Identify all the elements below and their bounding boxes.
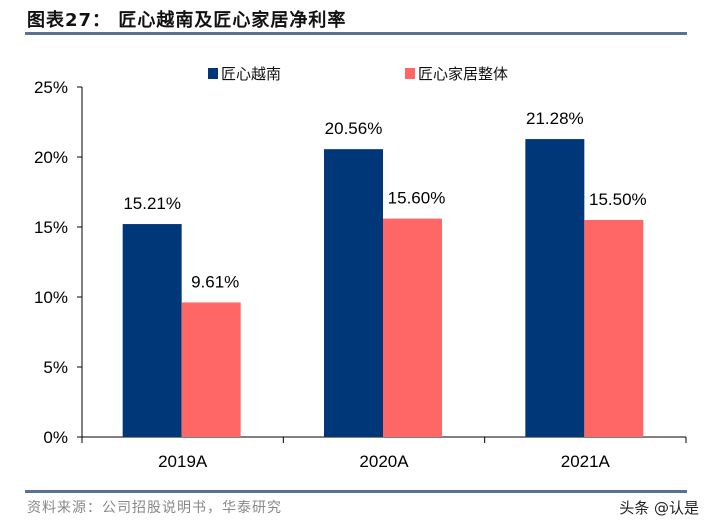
source-note: 资料来源：公司招股说明书，华泰研究 [27,500,282,516]
data-label: 20.56% [325,119,383,138]
data-label: 21.28% [526,109,584,128]
bar-yuenan [525,139,585,437]
title-rule [25,32,687,35]
legend-swatch [405,68,415,79]
data-label: 15.21% [123,194,181,213]
y-tick-label: 0% [43,428,68,447]
y-tick-label: 15% [34,218,68,237]
source-rule [25,490,687,493]
legend-label: 匠心越南 [221,66,281,83]
legend-label: 匠心家居整体 [418,66,508,83]
data-label: 15.60% [388,189,446,208]
y-tick-label: 5% [43,358,68,377]
bar-yuenan [122,224,182,437]
x-tick-label: 2021A [561,452,611,471]
y-tick-label: 10% [34,288,68,307]
watermark: 头条 @认是 [619,499,699,517]
bar-yuenan [324,149,383,437]
y-tick-label: 25% [34,78,68,97]
x-tick-label: 2020A [359,452,409,471]
y-tick-label: 20% [34,148,68,167]
bar-jiaju [584,220,644,437]
x-tick-label: 2019A [158,452,208,471]
data-label: 9.61% [191,272,239,291]
legend-swatch [208,68,218,79]
data-label: 15.50% [589,190,647,209]
bar-jiaju [383,218,442,437]
bar-jiaju [181,302,241,437]
chart-title: 图表27： 匠心越南及匠心家居净利率 [27,10,347,31]
